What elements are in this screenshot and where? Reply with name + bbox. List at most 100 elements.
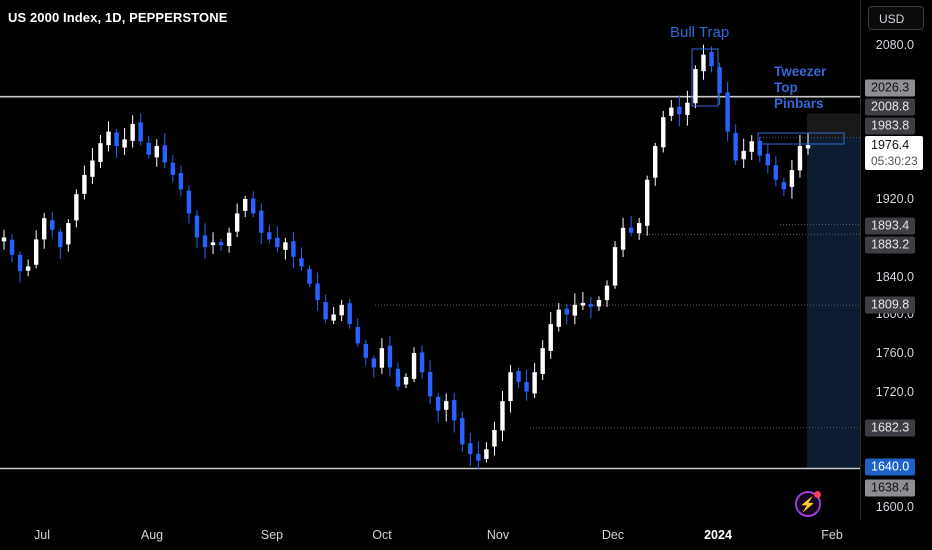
candle-body bbox=[371, 358, 377, 368]
candle-body bbox=[162, 145, 167, 163]
time-label: Jul bbox=[34, 528, 50, 542]
time-label: Dec bbox=[601, 528, 625, 542]
candle-body bbox=[741, 150, 746, 160]
candle-body bbox=[516, 370, 521, 382]
candle-body bbox=[82, 174, 87, 194]
forecast-zone bbox=[807, 137, 860, 469]
candle-body bbox=[508, 372, 513, 402]
candle-body bbox=[701, 54, 706, 72]
lightning-icon[interactable]: ⚡ bbox=[795, 491, 821, 517]
candle-body bbox=[419, 352, 425, 373]
price-axis-divider bbox=[860, 0, 861, 520]
candle-body bbox=[556, 309, 561, 327]
candle-body bbox=[492, 430, 497, 447]
time-label: Feb bbox=[821, 528, 843, 542]
candle-body bbox=[114, 132, 119, 147]
candle-body bbox=[106, 131, 111, 146]
candle-body bbox=[98, 143, 103, 163]
candle-body bbox=[773, 165, 779, 180]
notification-dot bbox=[814, 491, 821, 498]
candle-body bbox=[210, 242, 216, 246]
candle-body bbox=[677, 106, 682, 115]
price-tag: 1983.8 bbox=[865, 117, 915, 135]
candle-body bbox=[146, 142, 151, 155]
candle-body bbox=[66, 223, 71, 245]
candle-body bbox=[709, 51, 714, 67]
candle-body bbox=[347, 303, 352, 325]
candle-body bbox=[251, 198, 256, 214]
candle-body bbox=[243, 199, 248, 211]
price-tag: 1809.8 bbox=[865, 296, 915, 314]
price-tick: 1600.0 bbox=[875, 500, 914, 514]
candle-body bbox=[596, 300, 602, 307]
candle-body bbox=[435, 396, 441, 411]
price-tag: 1640.0 bbox=[865, 458, 915, 476]
candle-body bbox=[234, 213, 240, 232]
candle-body bbox=[468, 443, 473, 455]
time-label: 2024 bbox=[704, 528, 732, 542]
tweezer-annotation-line[interactable]: Pinbars bbox=[774, 96, 824, 111]
candle-body bbox=[315, 283, 320, 301]
candle-body bbox=[267, 232, 272, 240]
candle-body bbox=[460, 418, 465, 445]
candle-body bbox=[685, 102, 690, 115]
price-tick: 1920.0 bbox=[875, 192, 914, 206]
candle-body bbox=[540, 348, 545, 374]
time-label: Sep bbox=[260, 528, 284, 542]
candle-body bbox=[765, 153, 770, 166]
candle-body bbox=[548, 324, 553, 351]
candle-body bbox=[130, 123, 135, 141]
bull-trap-annotation[interactable]: Bull Trap bbox=[670, 24, 730, 41]
price-tick: 1760.0 bbox=[875, 346, 914, 360]
candle-body bbox=[291, 241, 296, 257]
candle-body bbox=[50, 220, 55, 230]
candle-body bbox=[612, 247, 618, 286]
candle-body bbox=[484, 449, 489, 459]
candle-body bbox=[323, 302, 328, 320]
time-label: Oct bbox=[372, 528, 392, 542]
currency-button[interactable]: USD bbox=[868, 6, 924, 30]
candle-body bbox=[170, 162, 176, 175]
forecast-top-zone bbox=[807, 113, 860, 138]
time-label: Nov bbox=[486, 528, 510, 542]
price-tick: 2080.0 bbox=[875, 38, 914, 52]
tweezer-box bbox=[757, 132, 845, 145]
candle-body bbox=[403, 377, 409, 385]
candle-body bbox=[90, 160, 95, 177]
tweezer-annotation-line[interactable]: Tweezer bbox=[774, 64, 827, 79]
candle-body bbox=[178, 172, 184, 190]
candle-body bbox=[1, 237, 7, 242]
price-tick: 1840.0 bbox=[875, 270, 914, 284]
candle-body bbox=[717, 67, 722, 94]
candle-body bbox=[74, 194, 79, 221]
candle-body bbox=[789, 170, 795, 187]
candle-body bbox=[805, 145, 811, 149]
tweezer-annotation-line[interactable]: Top bbox=[774, 80, 798, 95]
candle-body bbox=[355, 327, 360, 344]
candle-body bbox=[154, 146, 159, 158]
candle-body bbox=[363, 343, 368, 358]
candle-body bbox=[757, 140, 762, 156]
candle-body bbox=[661, 117, 666, 148]
candle-body bbox=[572, 304, 578, 316]
candle-body bbox=[226, 232, 232, 247]
candle-body bbox=[797, 146, 803, 171]
candle-body bbox=[427, 372, 433, 397]
candle-body bbox=[25, 266, 31, 271]
candle-body bbox=[564, 308, 569, 315]
price-tag: 1883.2 bbox=[865, 236, 915, 254]
candle-body bbox=[17, 254, 23, 272]
price-tag: 2026.3 bbox=[865, 79, 915, 97]
candle-body bbox=[452, 400, 457, 421]
candle-body bbox=[202, 235, 208, 248]
candle-body bbox=[299, 258, 304, 267]
candle-body bbox=[524, 382, 529, 392]
candle-body bbox=[194, 215, 200, 238]
last-price-value: 1976.4 bbox=[871, 138, 910, 152]
candle-body bbox=[42, 218, 47, 240]
candle-body bbox=[379, 348, 385, 368]
chart-title: US 2000 Index, 1D, PEPPERSTONE bbox=[8, 10, 228, 25]
candle-body bbox=[138, 122, 143, 142]
